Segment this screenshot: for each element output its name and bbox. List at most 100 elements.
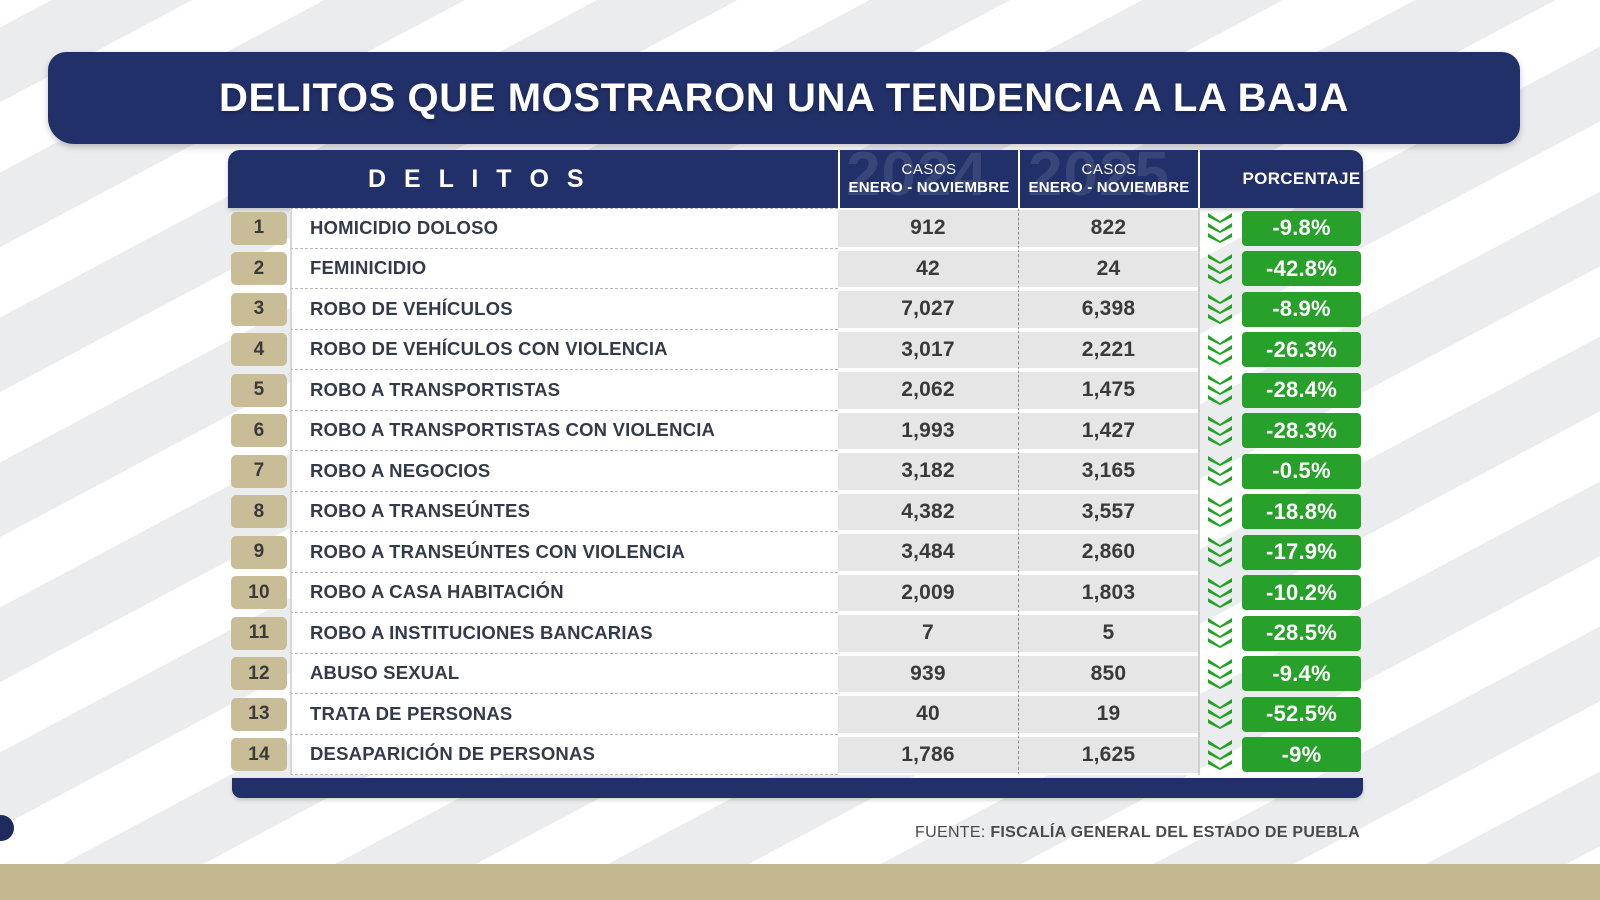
header-index-spacer (228, 150, 290, 208)
row-value-2024: 912 (838, 208, 1018, 249)
row-index-chip: 7 (231, 454, 287, 488)
table-footer-bar (232, 778, 1363, 798)
row-delito-name: ABUSO SEXUAL (290, 653, 838, 694)
row-percentage-cell: -17.9% (1240, 532, 1363, 573)
row-trend-cell (1198, 694, 1240, 735)
row-value-2024: 1,993 (838, 410, 1018, 451)
row-value-2024: 2,009 (838, 572, 1018, 613)
row-index-chip: 11 (231, 616, 287, 650)
row-percentage-cell: -28.3% (1240, 411, 1363, 452)
percentage-badge: -28.4% (1242, 372, 1361, 408)
row-delito-name: HOMICIDIO DOLOSO (290, 208, 838, 249)
table-row: 2 FEMINICIDIO 42 24 -42.8% (228, 248, 1363, 289)
row-value-2024: 40 (838, 694, 1018, 735)
column-header-porcentaje: PORCENTAJE (1242, 169, 1361, 188)
chevron-down-triple-icon (1207, 375, 1233, 406)
table-row: 14 DESAPARICIÓN DE PERSONAS 1,786 1,625 -9% (228, 734, 1363, 776)
chevron-down-triple-icon (1207, 253, 1233, 284)
statistics-table: 2024 2025 D E L I T O S CASOS ENERO - NO… (228, 150, 1363, 798)
percentage-badge: -28.3% (1242, 413, 1361, 449)
row-value-2025: 24 (1018, 248, 1198, 289)
row-index-chip: 10 (231, 576, 287, 610)
percentage-badge: -17.9% (1242, 534, 1361, 570)
table-row: 13 TRATA DE PERSONAS 40 19 -52.5% (228, 694, 1363, 735)
row-percentage-cell: -28.4% (1240, 370, 1363, 411)
column-header-delitos: D E L I T O S (368, 164, 590, 193)
row-index-chip: 13 (231, 697, 287, 731)
row-index-cell: 10 (228, 573, 290, 614)
percentage-badge: -52.5% (1242, 696, 1361, 732)
row-index-chip: 6 (231, 414, 287, 448)
row-trend-cell (1198, 572, 1240, 613)
row-delito-name: ROBO A NEGOCIOS (290, 451, 838, 492)
row-value-2025: 3,165 (1018, 451, 1198, 492)
row-delito-name: ROBO A TRANSPORTISTAS (290, 370, 838, 411)
row-index-cell: 4 (228, 330, 290, 371)
row-index-cell: 8 (228, 492, 290, 533)
table-row: 4 ROBO DE VEHÍCULOS CON VIOLENCIA 3,017 2,2… (228, 329, 1363, 371)
row-index-cell: 5 (228, 370, 290, 411)
chevron-down-triple-icon (1207, 496, 1233, 527)
column-header-2025-periodo: ENERO - NOVIEMBRE (1028, 178, 1190, 196)
row-value-2024: 939 (838, 653, 1018, 694)
row-value-2025: 6,398 (1018, 289, 1198, 330)
column-header-2025-casos: CASOS (1081, 161, 1137, 179)
row-index-chip: 2 (231, 252, 287, 286)
percentage-badge: -9.4% (1242, 656, 1361, 692)
row-percentage-cell: -26.3% (1240, 330, 1363, 371)
chevron-down-triple-icon (1207, 294, 1233, 325)
table-row: 8 ROBO A TRANSEÚNTES 4,382 3,557 -18.8% (228, 491, 1363, 533)
row-index-chip: 9 (231, 535, 287, 569)
row-index-chip: 14 (231, 738, 287, 772)
row-percentage-cell: -18.8% (1240, 492, 1363, 533)
row-value-2024: 2,062 (838, 370, 1018, 411)
row-percentage-cell: -9.8% (1240, 208, 1363, 249)
row-trend-cell (1198, 248, 1240, 289)
row-trend-cell (1198, 653, 1240, 694)
chevron-down-triple-icon (1207, 618, 1233, 649)
row-value-2025: 19 (1018, 694, 1198, 735)
row-index-chip: 4 (231, 333, 287, 367)
row-value-2024: 7,027 (838, 289, 1018, 330)
percentage-badge: -8.9% (1242, 291, 1361, 327)
chevron-down-triple-icon (1207, 213, 1233, 244)
row-delito-name: ROBO DE VEHÍCULOS CON VIOLENCIA (290, 329, 838, 370)
row-trend-cell (1198, 370, 1240, 411)
percentage-badge: -9.8% (1242, 210, 1361, 246)
row-delito-name: ROBO DE VEHÍCULOS (290, 289, 838, 330)
row-value-2025: 3,557 (1018, 491, 1198, 532)
row-value-2025: 1,427 (1018, 410, 1198, 451)
table-row: 10 ROBO A CASA HABITACIÓN 2,009 1,803 -10.2% (228, 572, 1363, 614)
row-value-2025: 1,625 (1018, 734, 1198, 775)
row-index-chip: 1 (231, 211, 287, 245)
percentage-badge: -18.8% (1242, 494, 1361, 530)
row-delito-name: TRATA DE PERSONAS (290, 694, 838, 735)
row-value-2024: 7 (838, 613, 1018, 654)
chevron-down-triple-icon (1207, 537, 1233, 568)
table-header-row: 2024 2025 D E L I T O S CASOS ENERO - NO… (228, 150, 1363, 208)
row-value-2024: 3,484 (838, 532, 1018, 573)
row-delito-name: ROBO A TRANSEÚNTES (290, 491, 838, 532)
row-trend-cell (1198, 451, 1240, 492)
source-note: FUENTE: FISCALÍA GENERAL DEL ESTADO DE P… (915, 824, 1360, 842)
row-percentage-cell: -9.4% (1240, 654, 1363, 695)
table-row: 12 ABUSO SEXUAL 939 850 -9.4% (228, 653, 1363, 695)
row-value-2025: 5 (1018, 613, 1198, 654)
row-percentage-cell: -9% (1240, 735, 1363, 776)
row-value-2024: 1,786 (838, 734, 1018, 775)
row-percentage-cell: -8.9% (1240, 289, 1363, 330)
row-index-chip: 8 (231, 495, 287, 529)
row-delito-name: FEMINICIDIO (290, 248, 838, 289)
chevron-down-triple-icon (1207, 739, 1233, 770)
row-delito-name: ROBO A TRANSEÚNTES CON VIOLENCIA (290, 532, 838, 573)
row-delito-name: ROBO A INSTITUCIONES BANCARIAS (290, 613, 838, 654)
percentage-badge: -42.8% (1242, 251, 1361, 287)
row-index-cell: 6 (228, 411, 290, 452)
chevron-down-triple-icon (1207, 456, 1233, 487)
row-index-cell: 9 (228, 532, 290, 573)
row-value-2025: 822 (1018, 208, 1198, 249)
row-trend-cell (1198, 491, 1240, 532)
row-percentage-cell: -28.5% (1240, 613, 1363, 654)
row-index-cell: 12 (228, 654, 290, 695)
row-index-chip: 12 (231, 657, 287, 691)
